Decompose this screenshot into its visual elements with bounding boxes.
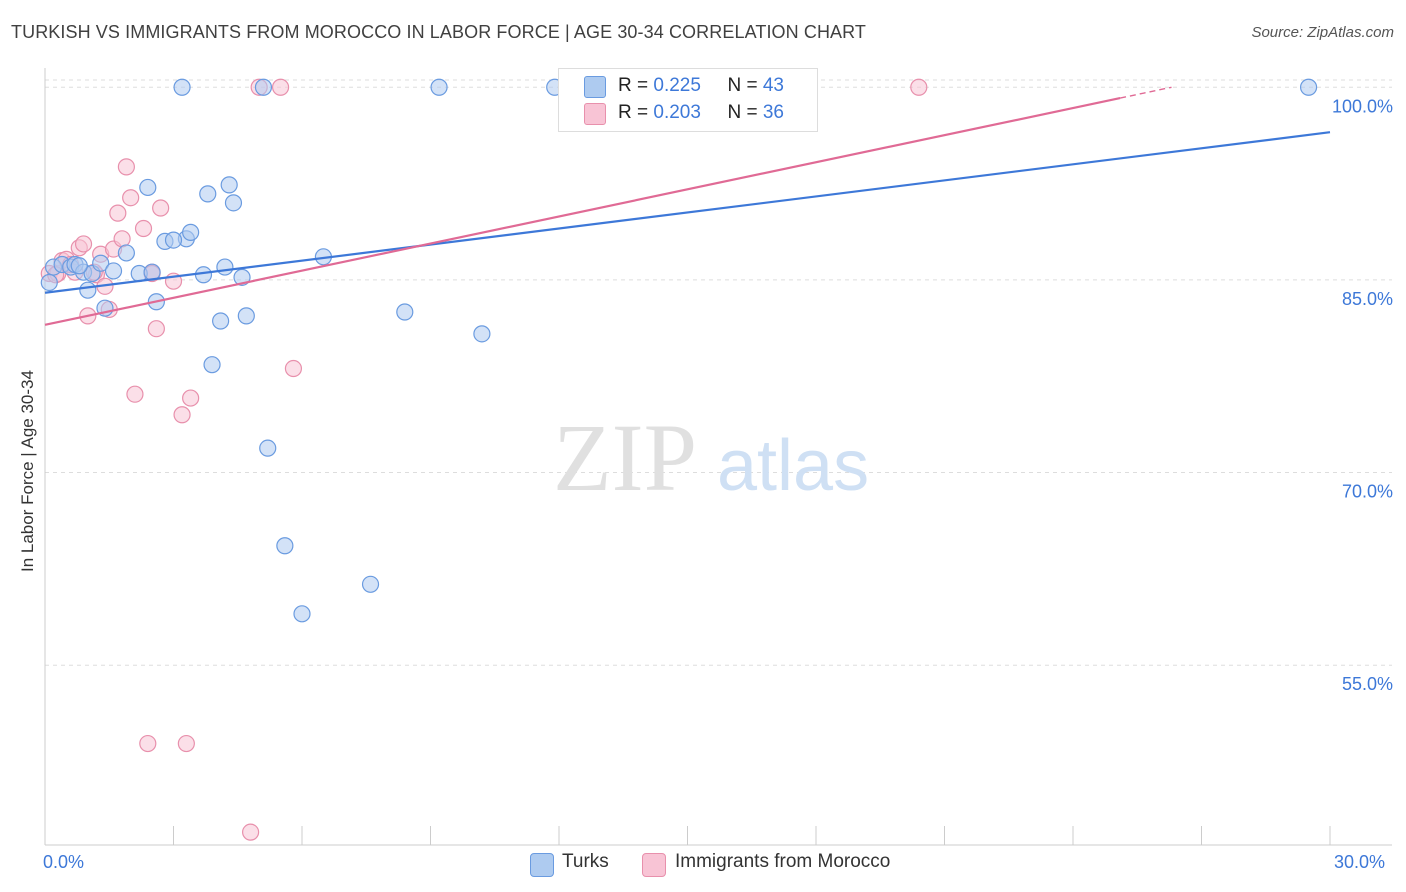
data-point-turks bbox=[117, 244, 135, 262]
legend-n-value: 36 bbox=[762, 102, 784, 123]
data-point-morocco bbox=[271, 78, 290, 96]
series-turks-points bbox=[40, 78, 1318, 623]
data-point-turks bbox=[194, 266, 213, 284]
y-tick-label: 100.0% bbox=[1332, 96, 1393, 116]
data-point-morocco bbox=[910, 78, 928, 96]
watermark: ZIP atlas bbox=[553, 404, 869, 511]
bottom-legend-swatch-morocco bbox=[642, 853, 666, 877]
data-point-turks bbox=[79, 281, 97, 299]
legend-n-label: N = bbox=[727, 75, 763, 96]
data-point-morocco bbox=[284, 359, 303, 378]
y-tick-label: 70.0% bbox=[1342, 482, 1393, 502]
data-point-morocco bbox=[117, 158, 135, 176]
data-point-morocco bbox=[139, 734, 157, 753]
data-point-morocco bbox=[113, 230, 131, 248]
data-point-turks bbox=[1299, 78, 1318, 96]
data-point-morocco bbox=[173, 406, 191, 424]
data-point-turks bbox=[396, 303, 414, 321]
watermark-atlas: atlas bbox=[717, 426, 869, 506]
data-point-morocco bbox=[242, 823, 260, 841]
data-point-turks bbox=[182, 223, 200, 241]
legend-swatch-morocco bbox=[584, 103, 606, 125]
data-point-turks bbox=[430, 78, 448, 96]
data-point-morocco bbox=[182, 389, 200, 407]
source-label: Source: ZipAtlas.com bbox=[1251, 24, 1394, 41]
watermark-zip: ZIP bbox=[553, 404, 697, 511]
data-point-morocco bbox=[147, 320, 165, 338]
y-tick-label: 85.0% bbox=[1342, 289, 1393, 309]
data-point-turks bbox=[212, 312, 230, 330]
data-point-turks bbox=[276, 537, 294, 555]
data-point-turks bbox=[92, 254, 110, 272]
y-axis-label: In Labor Force | Age 30-34 bbox=[18, 370, 37, 572]
legend-n-label: N = bbox=[727, 102, 763, 123]
data-point-turks bbox=[254, 78, 273, 96]
y-tick-labels: 55.0% 70.0% 85.0% 100.0% bbox=[1332, 96, 1393, 694]
trend-lines bbox=[44, 86, 1331, 326]
data-point-morocco bbox=[109, 204, 127, 222]
legend-r-value: 0.225 bbox=[653, 75, 701, 96]
legend-r-label: R = bbox=[618, 75, 654, 96]
data-point-turks bbox=[216, 258, 234, 276]
data-point-turks bbox=[473, 325, 491, 343]
data-point-turks bbox=[164, 231, 183, 249]
y-tick-label: 55.0% bbox=[1342, 674, 1393, 694]
data-point-turks bbox=[361, 575, 380, 593]
data-point-morocco bbox=[134, 219, 153, 238]
axes bbox=[44, 68, 1392, 846]
data-point-turks bbox=[259, 439, 277, 457]
data-point-turks bbox=[224, 194, 243, 212]
data-point-turks bbox=[139, 178, 157, 197]
trend-line-morocco-extension bbox=[1119, 86, 1172, 99]
data-point-turks bbox=[70, 257, 88, 275]
legend-n-value: 43 bbox=[762, 75, 784, 96]
chart-title: TURKISH VS IMMIGRANTS FROM MOROCCO IN LA… bbox=[11, 22, 867, 42]
data-point-morocco bbox=[126, 385, 144, 403]
bottom-legend-swatch-turks bbox=[530, 853, 554, 877]
trend-line-morocco bbox=[44, 97, 1121, 326]
data-point-turks bbox=[293, 605, 311, 623]
trend-line-turks bbox=[44, 131, 1331, 294]
bottom-legend-turks: Turks bbox=[562, 851, 609, 872]
data-point-turks bbox=[220, 176, 238, 194]
data-point-turks bbox=[203, 356, 221, 374]
data-point-morocco bbox=[152, 199, 170, 217]
data-point-turks bbox=[173, 78, 191, 96]
legend-row-morocco: R = 0.203 N = 36 bbox=[618, 102, 784, 124]
data-point-turks bbox=[199, 185, 217, 203]
data-point-turks bbox=[237, 307, 255, 325]
legend-r-label: R = bbox=[618, 102, 654, 123]
grid-lines bbox=[45, 79, 1392, 666]
legend-r-value: 0.203 bbox=[653, 102, 701, 123]
legend-row-turks: R = 0.225 N = 43 bbox=[618, 75, 784, 97]
data-point-morocco bbox=[74, 235, 93, 253]
bottom-legend-morocco: Immigrants from Morocco bbox=[675, 851, 891, 872]
x-tick-label-min: 0.0% bbox=[43, 852, 85, 872]
data-point-turks bbox=[104, 262, 123, 280]
data-point-morocco bbox=[122, 189, 140, 207]
legend-swatch-turks bbox=[584, 76, 606, 98]
x-tick-label-max: 30.0% bbox=[1334, 852, 1386, 872]
data-point-morocco bbox=[177, 734, 195, 753]
data-point-turks bbox=[40, 273, 58, 292]
